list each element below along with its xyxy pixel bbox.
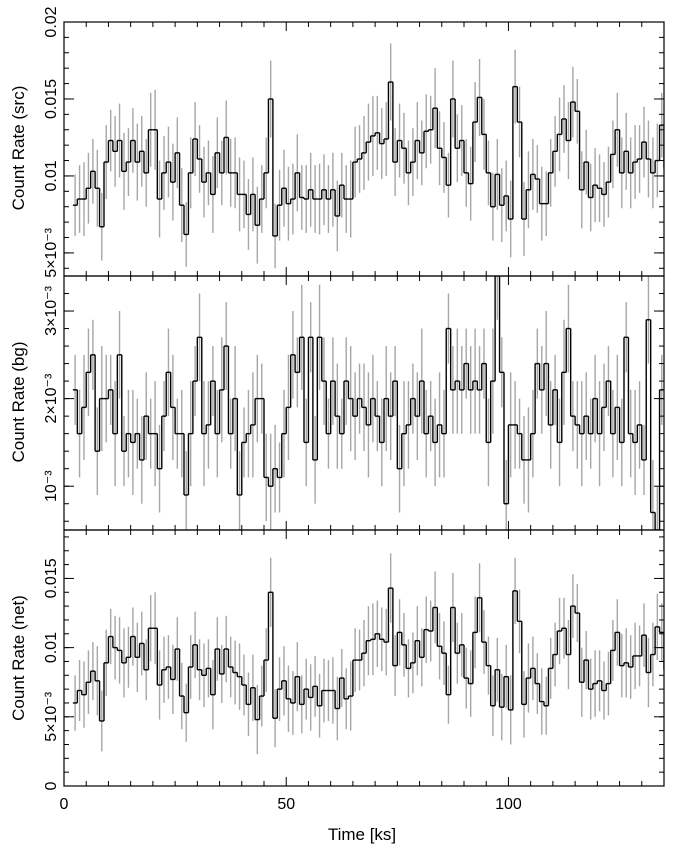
x-axis-label: Time [ks] bbox=[328, 825, 396, 844]
y-tick-label-net: 0.01 bbox=[43, 632, 60, 663]
plot-area-net bbox=[72, 553, 664, 755]
y-tick-label-net: 0.015 bbox=[43, 558, 60, 598]
plot-frame-net bbox=[63, 529, 665, 787]
x-tick-label: 50 bbox=[277, 796, 295, 813]
panel-net-count-rate: Count Rate (net) Time [ks] 0 5×10⁻³ 0.01 0.… bbox=[9, 529, 665, 844]
y-tick-label-net: 5×10⁻³ bbox=[43, 691, 60, 741]
y-axis-label-src: Count Rate (src) bbox=[9, 86, 28, 211]
x-tick-label: 100 bbox=[495, 796, 522, 813]
y-tick-label-src: 0.01 bbox=[43, 160, 60, 191]
y-tick-label-bg: 3×10⁻³ bbox=[43, 285, 60, 335]
y-tick-label-bg: 2×10⁻³ bbox=[43, 373, 60, 423]
y-tick-label-src: 0.02 bbox=[43, 6, 60, 37]
y-tick-label-src: 5×10⁻³ bbox=[43, 227, 60, 277]
x-tick-label: 0 bbox=[60, 796, 69, 813]
y-axis-label-net: Count Rate (net) bbox=[9, 595, 28, 721]
y-tick-label-src: 0.015 bbox=[43, 79, 60, 119]
y-tick-label-net: 0 bbox=[43, 781, 60, 790]
plot-area-src bbox=[72, 43, 664, 269]
panel-src-count-rate: Count Rate (src) 5×10⁻³ 0.01 0.015 0.02 bbox=[9, 6, 665, 278]
panel-bg-count-rate: Count Rate (bg) 10⁻³ 2×10⁻³ 3×10⁻³ bbox=[9, 275, 665, 531]
y-tick-label-bg: 10⁻³ bbox=[43, 470, 60, 502]
y-axis-label-bg: Count Rate (bg) bbox=[9, 342, 28, 463]
plot-area-bg bbox=[72, 276, 664, 530]
